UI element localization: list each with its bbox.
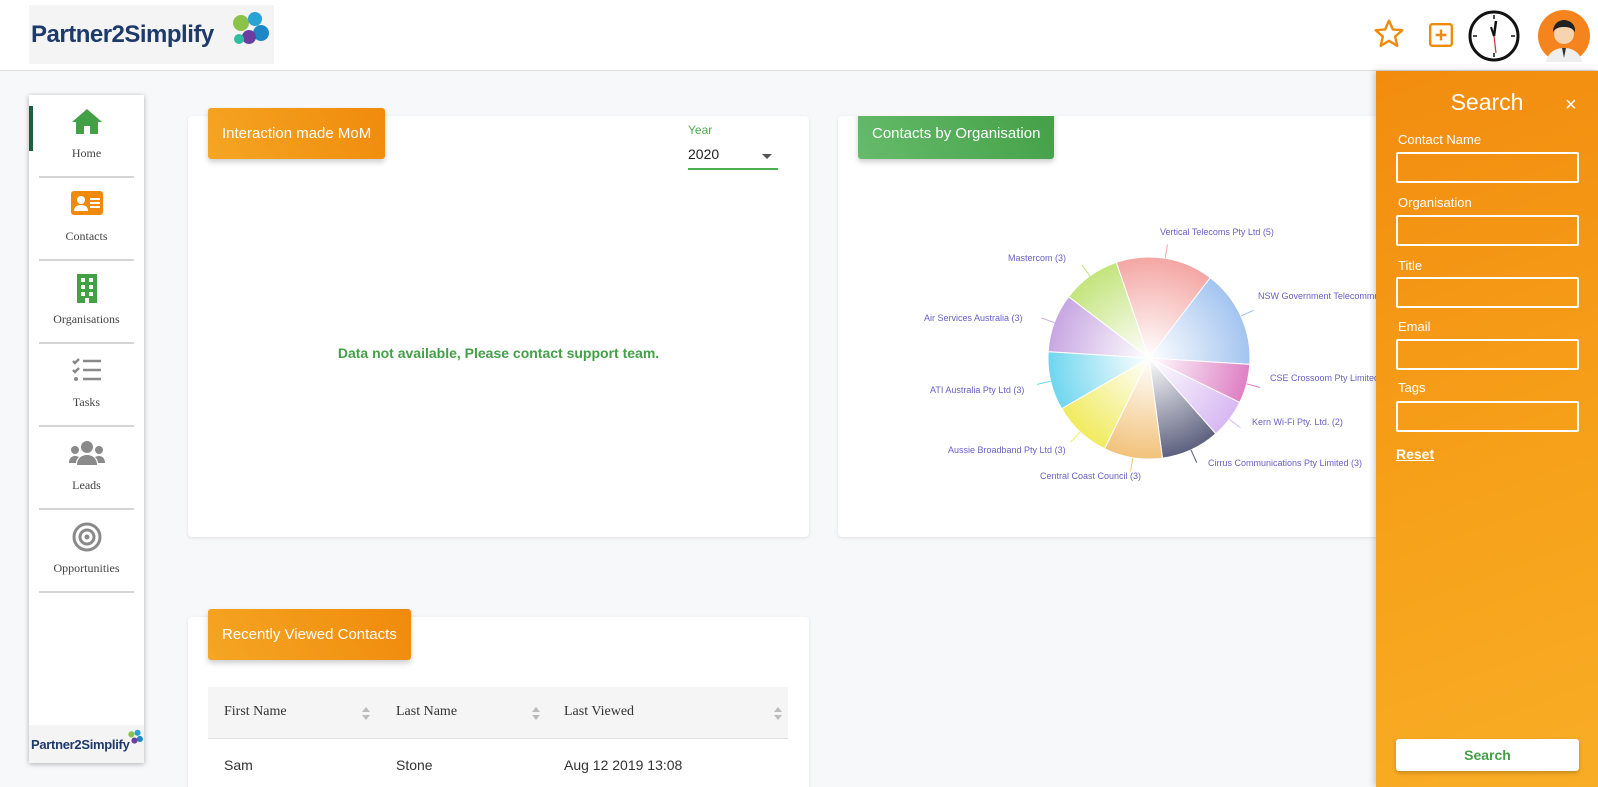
organisation-input[interactable]: [1396, 215, 1579, 246]
reset-link[interactable]: Reset: [1396, 446, 1435, 462]
close-icon[interactable]: ×: [1565, 94, 1577, 116]
recent-contacts-card: Recently Viewed Contacts First Name Last…: [188, 609, 809, 787]
pie-slice[interactable]: [1115, 256, 1211, 360]
column-header-last-viewed[interactable]: Last Viewed: [564, 704, 635, 719]
add-box-icon[interactable]: [1428, 22, 1454, 48]
pie-leader-line: [1081, 264, 1091, 277]
chevron-down-icon: [762, 154, 772, 159]
pie-slice-label: Mastercom (3): [1008, 253, 1067, 263]
star-icon[interactable]: [1372, 18, 1406, 50]
organisation-label: Organisation: [1398, 195, 1472, 210]
sidebar-item-label: Leads: [72, 478, 101, 492]
interaction-card: Interaction made MoM Year 2020 Data not …: [188, 108, 809, 537]
pie-leader-line: [1164, 244, 1168, 259]
contact-card-icon: [70, 191, 103, 215]
card-title: Interaction made MoM: [208, 108, 386, 159]
sidebar-footer-logo: Partner2Simplify: [29, 725, 144, 763]
pie-leader-line: [1041, 317, 1055, 324]
pie-leader-line: [1130, 457, 1134, 472]
pie-leader-line: [1228, 418, 1241, 429]
email-input[interactable]: [1396, 339, 1579, 370]
pie-leader-line: [1070, 431, 1081, 443]
logo-mark-icon: [233, 12, 269, 44]
footer-logo-text: Partner2Simplify: [31, 736, 130, 752]
sidebar-item-organisations[interactable]: Organisations: [39, 261, 134, 344]
task-list-icon: [71, 358, 101, 381]
pie-slice[interactable]: [1068, 261, 1151, 360]
column-header-last-name[interactable]: Last Name: [396, 704, 458, 719]
home-icon: [71, 109, 102, 134]
clock-icon[interactable]: [1468, 10, 1520, 62]
pie-slice-label: CSE Crossoom Pty Limited (2): [1270, 373, 1393, 383]
pie-slice-label: Kern Wi-Fi Pty. Ltd. (2): [1252, 417, 1343, 427]
target-icon: [72, 522, 101, 552]
people-icon: [68, 441, 105, 465]
tags-input[interactable]: [1396, 401, 1579, 432]
contact-name-label: Contact Name: [1398, 132, 1482, 147]
sidebar-item-leads[interactable]: Leads: [39, 427, 134, 510]
active-indicator: [29, 106, 33, 151]
search-panel-title: Search: [1450, 89, 1524, 115]
title-label: Title: [1398, 258, 1423, 273]
pie-slice-label: ATI Australia Pty Ltd (3): [930, 385, 1025, 395]
sidebar-item-tasks[interactable]: Tasks: [39, 344, 134, 427]
tags-label: Tags: [1398, 380, 1426, 395]
pie-slice-label: Central Coast Council (3): [1040, 471, 1142, 481]
sidebar-item-contacts[interactable]: Contacts: [39, 178, 134, 261]
sidebar-item-label: Opportunities: [53, 561, 120, 575]
card-title: Contacts by Organisation: [858, 116, 1055, 159]
sort-icon[interactable]: [532, 707, 540, 721]
sidebar-item-opportunities[interactable]: Opportunities: [39, 510, 134, 593]
app-logo[interactable]: Partner2Simplify: [29, 5, 274, 64]
sidebar-item-label: Organisations: [53, 312, 120, 326]
column-header-first-name[interactable]: First Name: [224, 704, 287, 719]
email-label: Email: [1398, 319, 1431, 334]
search-button[interactable]: Search: [1396, 739, 1579, 771]
logo-text: Partner2Simplify: [31, 20, 214, 48]
year-label: Year: [688, 123, 713, 137]
cell-first-name[interactable]: Sam: [224, 757, 253, 773]
cell-last-name[interactable]: Stone: [396, 757, 433, 773]
pie-slice-label: Vertical Telecoms Pty Ltd (5): [1160, 227, 1274, 237]
sort-icon[interactable]: [774, 707, 782, 721]
sidebar-item-label: Contacts: [65, 229, 108, 243]
pie-leader-line: [1240, 309, 1254, 317]
search-panel: Search × Contact Name Organisation Title…: [1376, 71, 1598, 787]
sidebar-item-home[interactable]: Home: [39, 95, 134, 178]
sidebar-item-label: Tasks: [72, 395, 101, 409]
table-header: First Name Last Name Last Viewed: [208, 687, 788, 739]
cell-last-viewed: Aug 12 2019 13:08: [564, 757, 683, 773]
contact-name-input[interactable]: [1396, 152, 1579, 183]
pie-leader-line: [1190, 449, 1198, 463]
app-header: Partner2Simplify: [0, 0, 1598, 71]
user-avatar[interactable]: [1538, 10, 1590, 62]
logo-mark-icon: [127, 729, 143, 744]
year-select[interactable]: 2020: [688, 142, 778, 170]
sidebar-nav: Home Contacts Organisat: [29, 95, 144, 763]
pie-leader-line: [1036, 380, 1051, 385]
sort-icon[interactable]: [362, 707, 370, 721]
pie-slice-label: Cirrus Communications Pty Limited (3): [1208, 458, 1363, 468]
org-pie-chart: [1036, 244, 1261, 472]
title-input[interactable]: [1396, 277, 1579, 308]
pie-slice-label: Aussie Broadband Pty Ltd (3): [948, 445, 1066, 455]
card-title: Recently Viewed Contacts: [208, 609, 411, 660]
pie-slice-label: NSW Government Telecommunications Author…: [1258, 291, 1398, 301]
pie-leader-line: [1246, 383, 1261, 388]
building-icon: [76, 274, 97, 303]
pie-slice-label: Air Services Australia (3): [924, 313, 1023, 323]
org-card: Contacts by Organisation Vertical Teleco…: [838, 116, 1398, 537]
year-value: 2020: [688, 146, 720, 162]
sidebar-item-label: Home: [71, 146, 102, 160]
empty-state-message: Data not available, Please contact suppo…: [337, 345, 660, 361]
